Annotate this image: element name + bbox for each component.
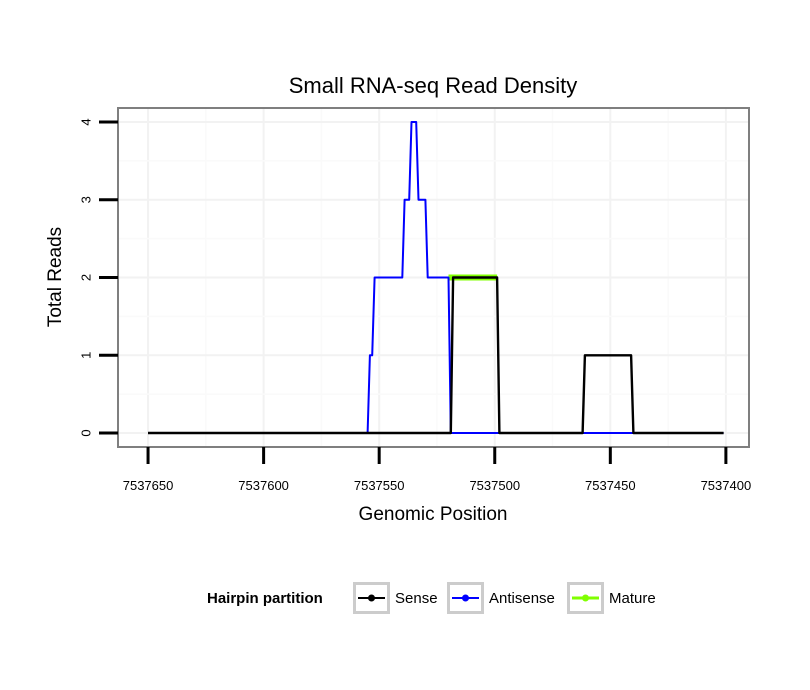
series-lines [148, 121, 724, 435]
legend-label: Mature [609, 590, 656, 607]
legend-item-antisense: Antisense [447, 582, 555, 614]
x-tick-label: 7537650 [123, 478, 174, 493]
x-tick-label: 7537550 [354, 478, 405, 493]
legend-key-point [462, 594, 469, 602]
legend-title: Hairpin partition [207, 590, 323, 607]
legend-item-sense: Sense [353, 582, 438, 614]
y-tick-label: 2 [79, 274, 94, 281]
legend-key-point [582, 594, 589, 602]
legend: Hairpin partition Sense Antisense Mature [207, 582, 656, 614]
x-tick-label: 7537400 [701, 478, 752, 493]
series-sense-line [148, 276, 724, 435]
plot-area [117, 107, 750, 448]
y-tick-label: 1 [79, 352, 94, 359]
y-tick-label: 4 [79, 118, 94, 125]
grid [118, 108, 749, 447]
x-tick-label: 7537600 [238, 478, 289, 493]
x-axis: 7537650 7537600 7537550 7537500 7537450 75374… [123, 447, 751, 493]
legend-key-point [368, 594, 375, 602]
x-tick-label: 7537450 [585, 478, 636, 493]
y-tick-label: 3 [79, 196, 94, 203]
chart-title: Small RNA-seq Read Density [289, 73, 578, 98]
legend-item-mature: Mature [567, 582, 656, 614]
y-axis-title: Total Reads [45, 227, 66, 327]
y-tick-label: 0 [79, 429, 94, 436]
x-axis-title: Genomic Position [359, 504, 508, 525]
x-tick-label: 7537500 [469, 478, 520, 493]
legend-label: Sense [395, 590, 438, 607]
y-axis: 0 1 2 3 4 [79, 118, 118, 437]
legend-label: Antisense [489, 590, 555, 607]
